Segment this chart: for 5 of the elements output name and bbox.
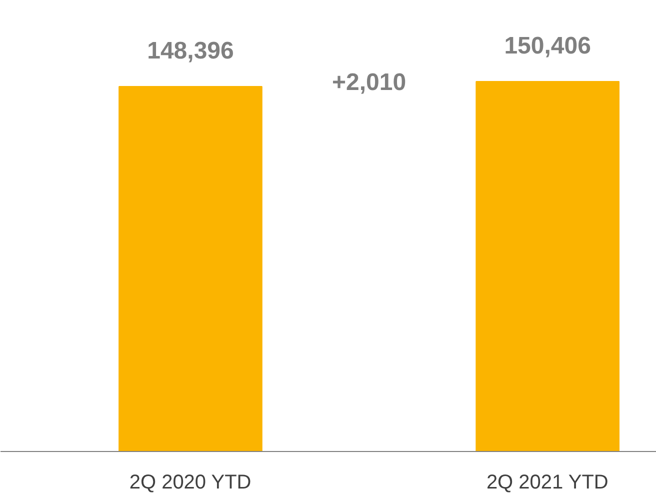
annotation: +2,010 — [332, 69, 406, 96]
x-tick-label: 2Q 2020 YTD — [129, 472, 252, 494]
data-label: 150,406 — [504, 32, 591, 60]
data-label: 148,396 — [147, 37, 234, 64]
x-tick-label: 2Q 2021 YTD — [486, 472, 608, 494]
